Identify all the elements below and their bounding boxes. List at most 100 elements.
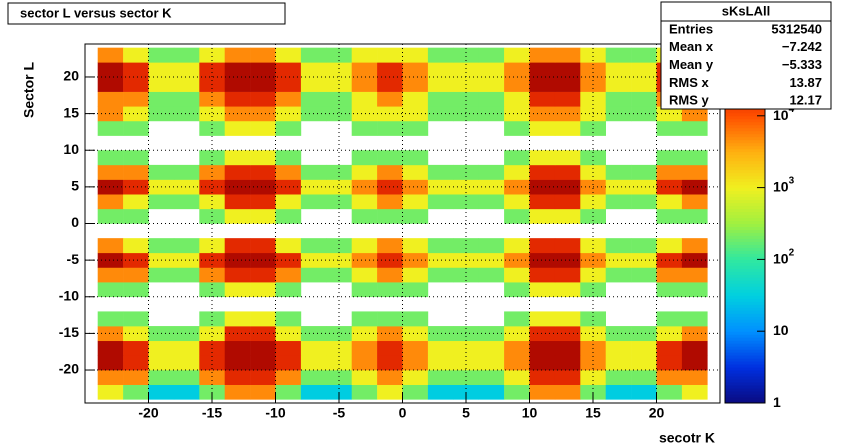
heatmap-cell — [123, 150, 149, 166]
heatmap-cell — [351, 164, 378, 180]
heatmap-cell — [681, 282, 708, 298]
heatmap-cell — [123, 267, 149, 283]
heatmap-cell — [656, 340, 683, 356]
heatmap-cell — [377, 340, 403, 356]
heatmap-cell — [351, 384, 378, 400]
heatmap-cell — [173, 384, 200, 400]
heatmap-cell — [631, 91, 657, 107]
heatmap-cell — [377, 370, 403, 385]
heatmap-cell — [97, 326, 124, 342]
heatmap-cell — [123, 326, 149, 342]
palette-step — [725, 136, 765, 141]
palette-step — [725, 280, 765, 284]
palette-step — [725, 124, 765, 129]
heatmap-cell — [224, 370, 251, 385]
heatmap-cell — [326, 267, 352, 283]
palette-step — [725, 340, 765, 344]
heatmap-cell — [402, 47, 429, 63]
heatmap-cell — [681, 326, 708, 342]
palette-step — [725, 175, 765, 180]
heatmap-cell — [250, 340, 276, 356]
heatmap-cell — [148, 384, 175, 400]
palette-step — [725, 226, 765, 230]
heatmap-cell — [97, 164, 124, 180]
heatmap-cell — [199, 62, 225, 78]
heatmap-cell — [351, 355, 378, 371]
heatmap-cell — [123, 208, 149, 224]
heatmap-cell — [402, 370, 429, 385]
y-tick-label: 0 — [71, 214, 79, 230]
heatmap-cell — [554, 384, 581, 400]
heatmap-cell — [631, 47, 657, 63]
heatmap-cell — [148, 76, 175, 92]
heatmap-cell — [605, 76, 632, 92]
heatmap-cell — [97, 106, 124, 122]
palette-step — [725, 286, 765, 290]
stats-frame — [660, 1, 832, 110]
heatmap-cell — [173, 62, 200, 78]
heatmap-cell — [250, 252, 276, 268]
heatmap-cell — [580, 282, 606, 298]
heatmap-cell — [351, 91, 378, 107]
palette-step — [725, 211, 765, 216]
heatmap-cell — [681, 179, 708, 195]
heatmap-cell — [554, 311, 581, 327]
palette-step — [725, 250, 765, 254]
heatmap-cell — [377, 311, 403, 327]
z-tick-label: 1 — [773, 394, 781, 410]
heatmap-cell — [275, 267, 302, 283]
palette-step — [725, 187, 765, 192]
heatmap-cell — [529, 326, 556, 342]
heatmap-cell — [504, 91, 530, 107]
heatmap-cell — [173, 179, 200, 195]
x-tick-label: -20 — [138, 405, 158, 421]
heatmap-cell — [656, 267, 683, 283]
heatmap-cell — [605, 164, 632, 180]
heatmap-cell — [351, 340, 378, 356]
heatmap-cell — [275, 282, 302, 298]
heatmap-cell — [656, 282, 683, 298]
heatmap-cell — [326, 106, 352, 122]
heatmap-cell — [427, 106, 454, 122]
heatmap-cell — [173, 91, 200, 107]
x-axis-label: secotr K — [659, 430, 715, 446]
y-tick-label: -20 — [59, 361, 79, 377]
heatmap-cell — [199, 91, 225, 107]
heatmap-cell — [681, 370, 708, 385]
z-tick-base: 10 — [773, 250, 789, 266]
heatmap-cell — [504, 106, 530, 122]
heatmap-cell — [173, 267, 200, 283]
heatmap-cell — [351, 150, 378, 166]
heatmap-cell — [224, 164, 251, 180]
palette-step — [725, 130, 765, 135]
heatmap-cell — [123, 311, 149, 327]
heatmap-cell — [656, 238, 683, 254]
heatmap-cell — [300, 340, 327, 356]
palette-step — [725, 160, 765, 165]
heatmap-cell — [300, 194, 327, 210]
heatmap-cell — [123, 282, 149, 298]
heatmap-cell — [478, 164, 505, 180]
heatmap-cell — [173, 106, 200, 122]
heatmap-cell — [554, 120, 581, 136]
heatmap-cell — [224, 355, 251, 371]
heatmap-cell — [504, 340, 530, 356]
heatmap-cell — [605, 252, 632, 268]
heatmap-cell — [123, 164, 149, 180]
palette-step — [725, 166, 765, 171]
heatmap-cell — [554, 340, 581, 356]
stats-key: Entries — [669, 21, 713, 36]
palette-step — [725, 310, 765, 314]
heatmap-cell — [250, 164, 276, 180]
palette-step — [725, 181, 765, 186]
heatmap-cell — [427, 76, 454, 92]
palette-step — [725, 295, 765, 299]
heatmap-cell — [148, 47, 175, 63]
heatmap-cell — [377, 47, 403, 63]
palette-step — [725, 388, 765, 392]
heatmap-cell — [377, 384, 403, 400]
y-tick-label: 15 — [63, 104, 79, 120]
palette-step — [725, 385, 765, 389]
heatmap-cell — [554, 62, 581, 78]
palette-step — [725, 220, 765, 224]
